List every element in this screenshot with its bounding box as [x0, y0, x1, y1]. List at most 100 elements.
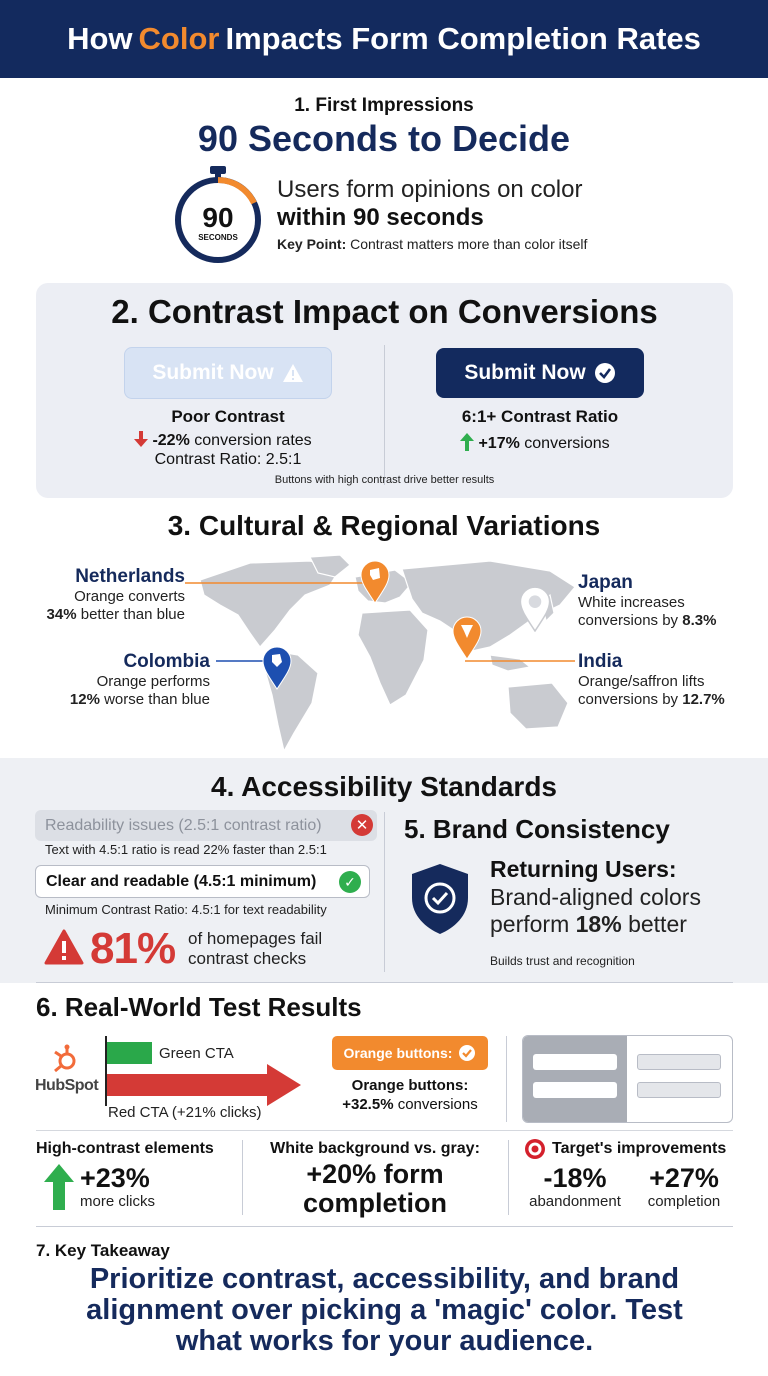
good-contrast-heading: 6:1+ Contrast Ratio [461, 407, 619, 426]
arrow-up-icon [460, 433, 474, 451]
section1-title: 90 Seconds to Decide [197, 118, 571, 159]
poor-contrast-heading: Poor Contrast [171, 407, 285, 426]
brand-aligned-body: Brand-aligned colors perform 18% better [490, 884, 701, 937]
gray-form-background [523, 1036, 627, 1122]
white-background-title: White background vs. gray: [270, 1140, 480, 1157]
region-line1: Orange/saffron lifts [578, 673, 705, 690]
good-rate-value: +17% [478, 435, 520, 452]
white-background-value: +20% form completion [302, 1159, 447, 1218]
form-field [533, 1082, 617, 1098]
section2-title: 2. Contrast Impact on Conversions [111, 293, 658, 330]
orange-button-example[interactable]: Orange buttons: [332, 1036, 488, 1070]
high-contrast-text: more clicks [80, 1193, 156, 1210]
good-contrast-submit-button[interactable]: Submit Now [436, 348, 644, 398]
x-circle-icon: ✕ [351, 814, 373, 836]
region-line2: conversions by 12.7% [578, 691, 725, 708]
section-divider [36, 1226, 733, 1227]
section-divider [36, 982, 733, 983]
poor-rate-text: conversion rates [194, 432, 312, 449]
shield-check-icon [412, 864, 468, 934]
section4-title: 4. Accessibility Standards [211, 771, 557, 802]
readability-issue-example: Readability issues (2.5:1 contrast ratio… [35, 810, 377, 841]
region-netherlands: Netherlands Orange converts 34% better t… [40, 566, 185, 624]
section1-key-point: Key Point: Contrast matters more than co… [277, 236, 587, 252]
region-colombia: Colombia Orange performs 12% worse than … [40, 651, 210, 709]
poor-rate-value: -22% [152, 432, 190, 449]
bad-pill-text: Readability issues (2.5:1 contrast ratio… [45, 816, 322, 834]
high-contrast-title: High-contrast elements [36, 1140, 214, 1157]
fail-percentage: 81% [90, 924, 176, 973]
section5-title: 5. Brand Consistency [404, 814, 670, 844]
green-cta-label: Green CTA [159, 1045, 234, 1062]
orange-button-label: Orange buttons: [343, 1045, 453, 1061]
timer-number: 90 [202, 202, 233, 233]
colombia-pin-icon [262, 646, 292, 690]
check-circle-icon [594, 363, 615, 383]
form-field [637, 1054, 721, 1070]
section1-kicker: 1. First Impressions [294, 95, 474, 116]
section-divider [384, 812, 385, 972]
high-contrast-value: +23% [80, 1163, 150, 1193]
poor-contrast-ratio: Contrast Ratio: 2.5:1 [154, 451, 302, 468]
section1-line2: within 90 seconds [277, 204, 484, 231]
region-india: India Orange/saffron lifts conversions b… [578, 651, 725, 709]
stopwatch-icon: 90 SECONDS [175, 166, 261, 263]
region-name: Japan [578, 572, 633, 593]
warning-icon [282, 364, 303, 382]
japan-pin-icon [519, 586, 551, 632]
region-name: India [578, 651, 623, 672]
region-line1: Orange performs [96, 673, 210, 690]
good-pill-text: Clear and readable (4.5:1 minimum) [46, 872, 317, 890]
section6-title: 6. Real-World Test Results [36, 992, 362, 1022]
region-line1: Orange converts [74, 588, 185, 605]
red-cta-arrow [107, 1064, 301, 1106]
target-logo-icon [525, 1139, 545, 1159]
form-field [637, 1082, 721, 1098]
section-divider [506, 1036, 507, 1122]
region-line2: 34% better than blue [46, 606, 185, 623]
section-divider [36, 1130, 733, 1131]
readable-example: Clear and readable (4.5:1 minimum) ✓ [35, 865, 370, 898]
header-title-highlight: Color [138, 21, 220, 56]
arrow-up-icon [44, 1164, 74, 1210]
target-title: Target's improvements [552, 1140, 727, 1157]
green-cta-bar [107, 1042, 152, 1064]
good-rate-text: conversions [524, 435, 610, 452]
target-abandonment-text: abandonment [529, 1193, 621, 1210]
returning-users-heading: Returning Users: [490, 856, 677, 882]
page-header: How Color Impacts Form Completion Rates [0, 0, 768, 78]
section3-title: 3. Cultural & Regional Variations [167, 510, 601, 541]
target-completion-value: +27% [649, 1163, 719, 1193]
orange-result-heading: Orange buttons: [351, 1077, 469, 1094]
cta-chart-axis [105, 1036, 107, 1106]
check-circle-icon [459, 1045, 476, 1061]
region-line1: White increases [578, 594, 685, 611]
section7-kicker: 7. Key Takeaway [36, 1241, 170, 1260]
poor-contrast-submit-button[interactable]: Submit Now [124, 347, 332, 399]
fail-description: of homepages fail contrast checks [188, 929, 323, 968]
netherlands-pin-icon [360, 560, 390, 604]
readability-note: Text with 4.5:1 ratio is read 22% faster… [45, 842, 327, 857]
region-name: Netherlands [75, 566, 185, 587]
india-pin-icon [452, 616, 482, 660]
form-background-comparison [522, 1035, 733, 1123]
key-takeaway-text: Prioritize contrast, accessibility, and … [86, 1263, 683, 1357]
red-cta-label: Red CTA (+21% clicks) [108, 1104, 262, 1121]
header-title-pre: How [67, 21, 133, 56]
poor-contrast-rate: -22% conversion rates [134, 431, 312, 450]
section-divider [508, 1140, 509, 1215]
target-abandonment-value: -18% [543, 1163, 607, 1193]
contrast-note: Buttons with high contrast drive better … [274, 474, 495, 486]
contrast-divider [384, 345, 385, 485]
form-field [533, 1054, 617, 1070]
hubspot-logo: HubSpot [35, 1077, 99, 1094]
target-completion-text: completion [647, 1193, 721, 1210]
minimum-ratio-note: Minimum Contrast Ratio: 4.5:1 for text r… [45, 902, 327, 917]
region-line2: 12% worse than blue [69, 691, 210, 708]
key-point-text: Contrast matters more than color itself [350, 236, 588, 252]
arrow-down-icon [134, 431, 148, 447]
timer-unit: SECONDS [198, 233, 238, 242]
region-name: Colombia [123, 651, 210, 672]
good-contrast-rate: +17% conversions [460, 433, 610, 453]
header-title-post: Impacts Form Completion Rates [225, 21, 701, 56]
